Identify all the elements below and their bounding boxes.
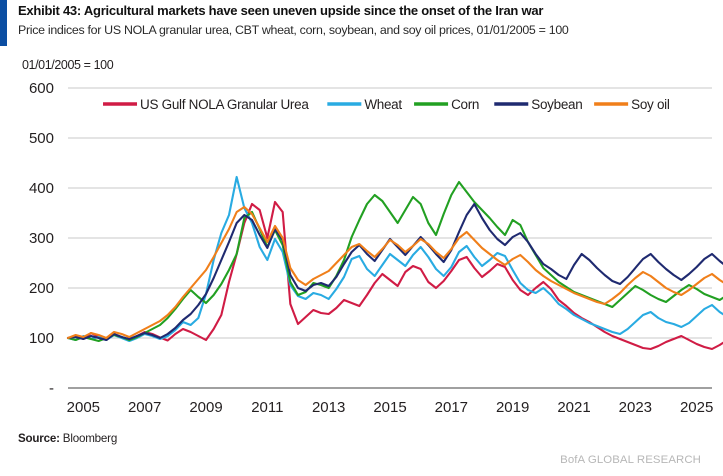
- chart-container: 600 500 400 300 200 100 -2005 2007 2009 2011 2013 2…: [29, 80, 723, 416]
- left-accent-bar: [0, 0, 7, 46]
- x-axis-tick-label: 2005: [67, 399, 100, 416]
- series-line: [66, 200, 723, 351]
- legend-label[interactable]: Soybean: [531, 97, 583, 112]
- legend-label[interactable]: Wheat: [364, 97, 402, 112]
- y-axis-tick-label: 400: [29, 180, 54, 197]
- line-chart: 600 500 400 300 200 100 -2005 2007 2009 2011 2013 2…: [29, 80, 723, 416]
- brand-watermark: BofA GLOBAL RESEARCH: [560, 454, 701, 466]
- legend-label[interactable]: Corn: [451, 97, 479, 112]
- x-axis-tick-label: 2009: [189, 399, 222, 416]
- legend-label[interactable]: Soy oil: [631, 97, 670, 112]
- x-axis-tick-label: 2011: [251, 399, 283, 416]
- y-axis-tick-label: 500: [29, 130, 54, 147]
- y-axis-tick-label: 100: [29, 330, 54, 347]
- y-axis-tick-label: 600: [29, 80, 54, 97]
- x-axis-tick-label: 2021: [557, 399, 590, 416]
- source-note: Source: Bloomberg: [18, 432, 711, 445]
- source-label: Source:: [18, 432, 60, 445]
- y-axis-tick-label: 200: [29, 280, 54, 297]
- legend-label[interactable]: US Gulf NOLA Granular Urea: [140, 97, 310, 112]
- x-axis-tick-label: 2015: [373, 399, 406, 416]
- x-axis-tick-label: 2019: [496, 399, 529, 416]
- y-axis-title: 01/01/2005 = 100: [22, 58, 114, 72]
- series-line: [66, 205, 723, 340]
- series-line: [66, 180, 723, 343]
- y-axis-tick-label: -: [49, 380, 54, 397]
- series-line: [66, 202, 723, 342]
- series-line: [66, 175, 723, 343]
- x-axis-tick-label: 2025: [680, 399, 713, 416]
- x-axis-tick-label: 2007: [128, 399, 161, 416]
- x-axis-tick-label: 2013: [312, 399, 345, 416]
- chart-header: Exhibit 43: Agricultural markets have se…: [18, 2, 715, 39]
- source-value: Bloomberg: [62, 432, 118, 445]
- y-axis-tick-label: 300: [29, 230, 54, 247]
- page-subtitle: Price indices for US NOLA granular urea,…: [18, 23, 569, 37]
- page-title: Exhibit 43: Agricultural markets have se…: [18, 3, 544, 18]
- x-axis-tick-label: 2023: [619, 399, 652, 416]
- x-axis-tick-label: 2017: [435, 399, 468, 416]
- chart-footer: Source: Bloomberg BofA GLOBAL RESEARCH: [18, 432, 711, 476]
